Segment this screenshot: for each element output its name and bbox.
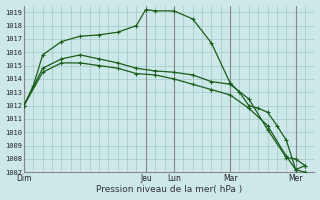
X-axis label: Pression niveau de la mer( hPa ): Pression niveau de la mer( hPa ) bbox=[96, 185, 242, 194]
